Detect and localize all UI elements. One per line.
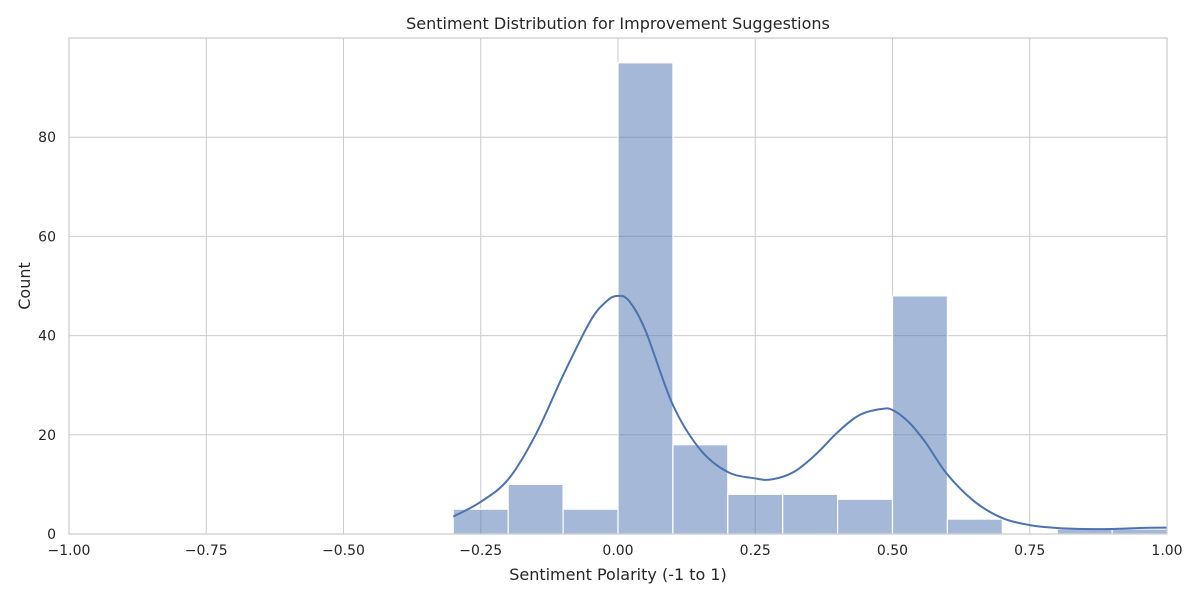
kde-curve [452,294,1168,531]
x-axis-ticks: −1.00 −0.75 −0.50 −0.25 0.00 0.25 0.50 0.75 1.00 [48,543,1183,559]
chart-title: Sentiment Distribution for Improvement S… [406,14,830,33]
y-axis-title: Count [15,262,34,310]
histogram-bar [836,498,894,535]
x-tick-label: −0.75 [185,543,228,559]
x-tick-label: 0.75 [1014,543,1045,559]
histogram-bar [782,493,839,535]
x-tick-label: 0.25 [740,543,771,559]
histogram-bar [672,444,729,535]
y-axis-ticks: 0 20 40 60 80 [38,130,56,543]
histogram-bar [727,493,784,535]
x-tick-label: 1.00 [1151,543,1182,559]
y-tick-label: 60 [38,229,56,245]
histogram-bar [562,508,619,535]
x-tick-label: −0.50 [322,543,365,559]
histogram-bars [452,62,1168,535]
plot-area-border [68,37,1168,535]
x-tick-label: −0.25 [459,543,502,559]
histogram-bar [946,518,1003,535]
y-tick-label: 40 [38,329,56,345]
y-tick-label: 20 [38,428,56,444]
y-tick-label: 0 [47,527,56,543]
x-axis-title: Sentiment Polarity (-1 to 1) [509,565,727,584]
x-tick-label: −1.00 [48,543,91,559]
x-tick-label: 0.50 [877,543,908,559]
x-tick-label: 0.00 [602,543,633,559]
histogram-bar [507,483,564,535]
y-tick-label: 80 [38,130,56,146]
